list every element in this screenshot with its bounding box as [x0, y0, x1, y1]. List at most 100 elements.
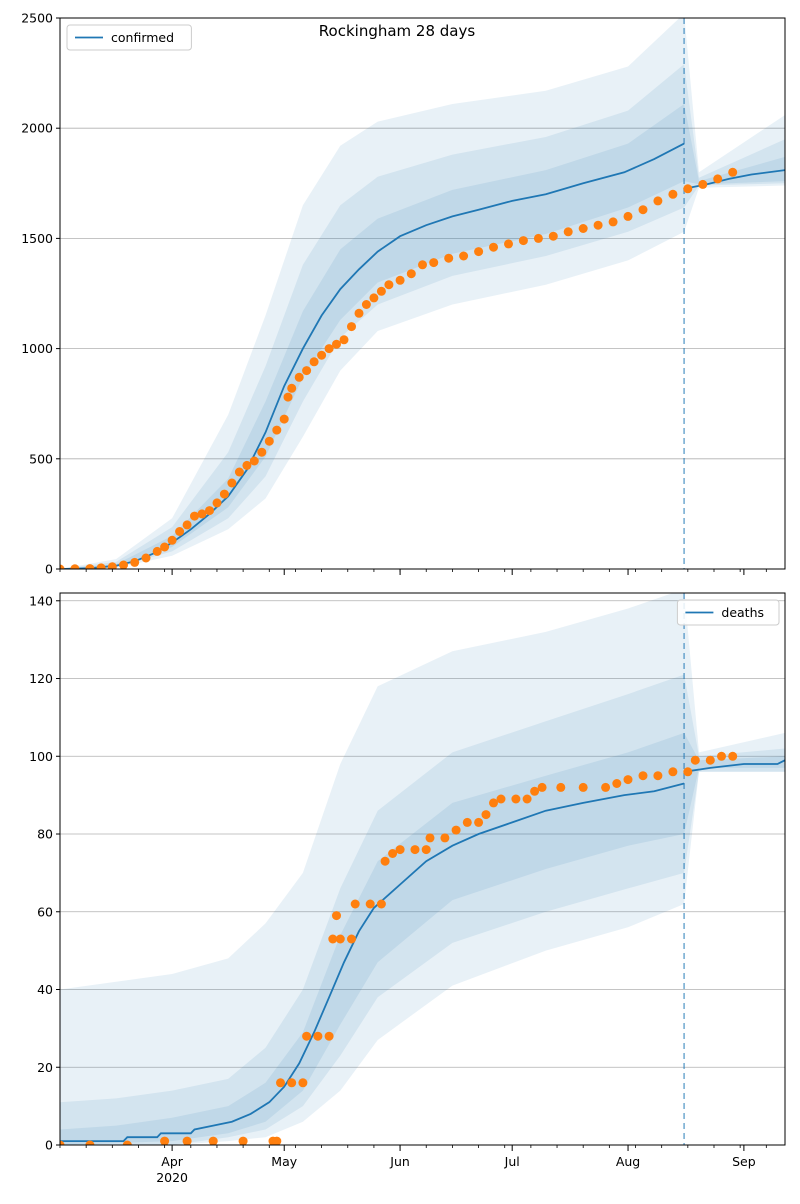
- observed-point: [328, 934, 338, 944]
- observed-point: [361, 300, 371, 309]
- legend-box: [66, 24, 192, 51]
- observed-point: [537, 782, 547, 792]
- observed-point: [264, 436, 274, 446]
- observed-point: [249, 456, 259, 466]
- observed-point: [219, 489, 229, 499]
- observed-point: [242, 460, 252, 470]
- observed-point: [279, 414, 289, 424]
- observed-point: [563, 227, 573, 237]
- observed-point: [638, 205, 648, 215]
- observed-point: [511, 794, 521, 804]
- observed-point: [96, 563, 106, 569]
- observed-point: [205, 506, 214, 516]
- uncertainty-band: [60, 104, 785, 569]
- observed-point: [425, 833, 435, 843]
- observed-point: [522, 794, 532, 804]
- observed-point: [332, 339, 341, 349]
- observed-point: [556, 782, 566, 792]
- x-tick-label: Jun: [389, 1154, 410, 1169]
- observed-point: [234, 467, 244, 477]
- observed-point: [313, 1031, 323, 1041]
- plot-frame: [59, 592, 786, 1146]
- observed-point: [530, 786, 540, 796]
- forecast-line: [683, 759, 785, 773]
- chart-title: Rockingham 28 days: [319, 22, 476, 40]
- observed-point: [324, 344, 334, 354]
- observed-point: [444, 253, 454, 263]
- observed-point: [518, 236, 528, 246]
- observed-point: [369, 293, 379, 303]
- observed-point: [578, 224, 588, 233]
- observed-point: [175, 527, 185, 536]
- observed-point: [668, 767, 678, 777]
- observed-point: [339, 335, 349, 345]
- observed-point: [354, 308, 364, 318]
- observed-point: [85, 564, 95, 569]
- observed-point: [182, 1136, 192, 1145]
- observed-point: [608, 217, 618, 227]
- uncertainty-band: [60, 64, 785, 569]
- observed-point: [683, 767, 693, 777]
- observed-point: [623, 775, 633, 785]
- observed-point: [107, 562, 117, 569]
- y-tick-label: 100: [29, 749, 53, 764]
- confirmed-panel: 0 500 1000 1500 2000 2500 confirmed: [21, 11, 786, 577]
- y-tick-label: 140: [29, 593, 53, 608]
- observed-point: [160, 1136, 170, 1145]
- observed-point: [601, 782, 611, 792]
- observed-point: [376, 899, 386, 909]
- observed-point: [440, 833, 450, 843]
- observed-point: [481, 810, 491, 820]
- observed-point: [60, 564, 65, 569]
- observed-point: [410, 845, 420, 855]
- observed-point: [272, 425, 282, 435]
- observed-point: [238, 1136, 248, 1145]
- observed-point: [406, 269, 416, 279]
- observed-point: [167, 535, 177, 545]
- x-tick-label: Sep: [732, 1154, 756, 1169]
- observed-point: [317, 350, 327, 360]
- legend-label: confirmed: [111, 30, 174, 45]
- observed-point: [309, 357, 319, 367]
- y-tick-label: 80: [37, 827, 53, 842]
- legend: confirmed: [66, 24, 192, 51]
- x-tick-label: Jul: [504, 1154, 520, 1169]
- uncertainty-band: [60, 18, 785, 569]
- observed-point: [728, 167, 738, 177]
- observed-point: [350, 899, 360, 909]
- observed-point: [504, 239, 513, 249]
- observed-point: [85, 1140, 95, 1145]
- observed-point: [212, 498, 222, 508]
- observed-point: [462, 817, 472, 827]
- observed-point: [141, 553, 151, 563]
- model-line: [60, 782, 685, 1142]
- observed-point: [332, 911, 341, 921]
- legend: deaths: [676, 599, 780, 626]
- plot-frame: [59, 17, 786, 570]
- y-tick-label: 2500: [21, 11, 53, 26]
- observed-point: [421, 845, 431, 855]
- observed-point: [302, 366, 312, 376]
- observed-point: [713, 174, 723, 184]
- observed-point: [197, 509, 207, 519]
- observed-point: [227, 478, 237, 488]
- observed-point: [324, 1031, 334, 1041]
- observed-point: [623, 211, 633, 221]
- observed-point: [705, 755, 715, 765]
- observed-point: [130, 557, 140, 567]
- observed-point: [365, 899, 375, 909]
- observed-point: [690, 755, 700, 765]
- observed-point: [698, 179, 708, 189]
- uncertainty-band: [60, 674, 785, 1145]
- observed-point: [384, 280, 394, 290]
- y-tick-label: 1000: [21, 341, 53, 356]
- observed-point: [395, 845, 405, 855]
- observed-point: [653, 771, 663, 781]
- y-tick-label: 0: [45, 562, 53, 577]
- observed-point: [257, 447, 267, 457]
- y-tick-label: 0: [45, 1138, 53, 1153]
- uncertainty-band: [60, 732, 785, 1145]
